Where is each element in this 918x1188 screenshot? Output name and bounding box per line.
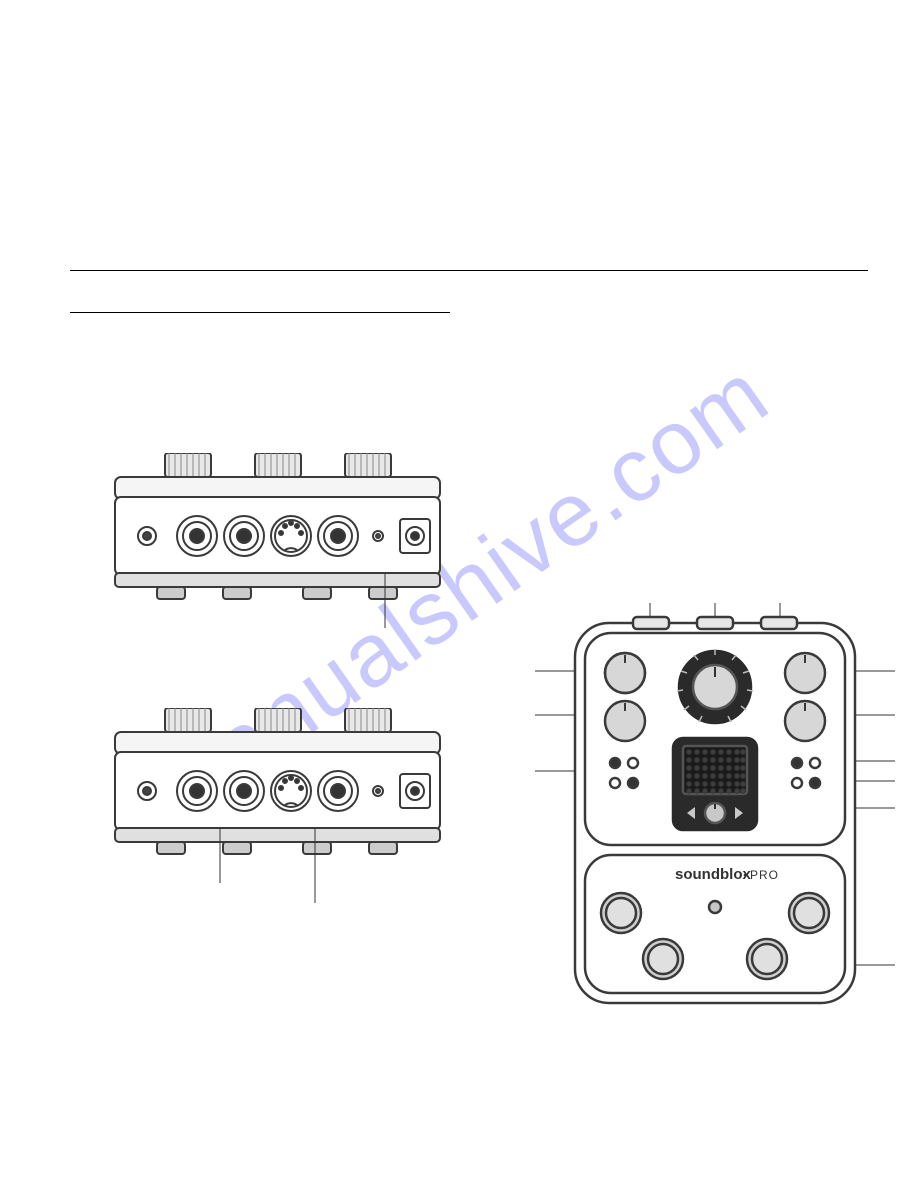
section-underline	[70, 273, 450, 313]
page-content: soundblox PRO	[70, 270, 868, 1128]
back-panel-diagram-1	[105, 453, 450, 628]
back-panel-diagram-2	[105, 708, 450, 903]
top-panel-diagram: soundblox PRO	[535, 603, 895, 1023]
model-text: PRO	[750, 868, 779, 882]
brand-text: soundblox	[675, 866, 751, 883]
